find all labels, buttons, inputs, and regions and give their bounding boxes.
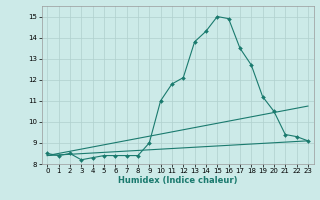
X-axis label: Humidex (Indice chaleur): Humidex (Indice chaleur) — [118, 176, 237, 185]
